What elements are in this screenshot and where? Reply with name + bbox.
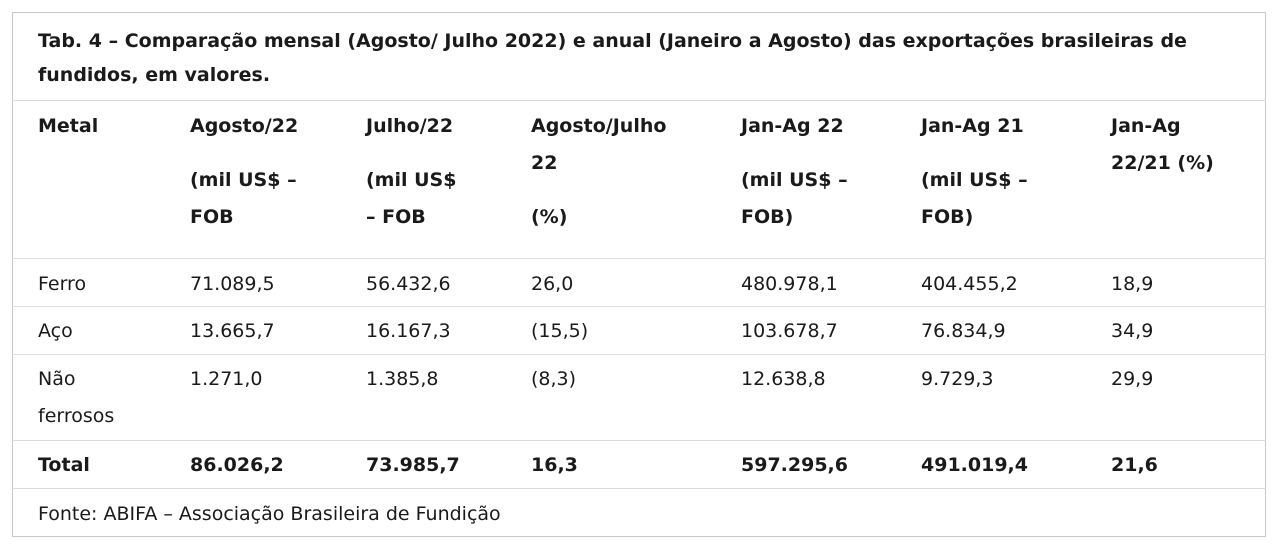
header-cell: (mil US$ – [921,169,1028,191]
header-cell: Agosto/22 [190,115,299,137]
header-cell: FOB [190,206,234,228]
table-cell: 103.678,7 [741,320,838,342]
header-cell: (mil US$ – [190,169,297,191]
header-cell: 22/21 (%) [1111,152,1214,174]
table-cell: (8,3) [531,368,577,390]
table-cell: 73.985,7 [366,454,460,476]
table-cell: 56.432,6 [366,273,451,295]
header-cell: Jan-Ag [1111,115,1181,137]
table-cell: 1.385,8 [366,368,439,390]
table-cell: (15,5) [531,320,589,342]
table-cell: 16.167,3 [366,320,451,342]
header-cell: (mil US$ – [741,169,848,191]
source-note: Fonte: ABIFA – Associação Brasileira de … [38,503,501,525]
rule [12,354,1266,355]
row-label: Não ferrosos [38,368,115,427]
row-label: Ferro [38,273,87,295]
header-cell: – FOB [366,206,426,228]
table-cell: 597.295,6 [741,454,848,476]
table-cell: 12.638,8 [741,368,826,390]
row-label: Aço [38,320,73,342]
header-cell: Julho/22 [366,115,454,137]
table-cell: 21,6 [1111,454,1158,476]
rule [12,258,1266,259]
header-cell: 22 [531,152,558,174]
table-cell: 86.026,2 [190,454,284,476]
table-cell: 71.089,5 [190,273,275,295]
header-cell: Metal [38,115,99,137]
table-border [12,12,1266,537]
table-title: Tab. 4 – Comparação mensal (Agosto/ Julh… [38,30,1187,86]
header-cell: Agosto/Julho [531,115,667,137]
table-cell: 9.729,3 [921,368,994,390]
table-cell: 480.978,1 [741,273,838,295]
table-cell: 404.455,2 [921,273,1018,295]
table-cell: 26,0 [531,273,574,295]
rule [12,306,1266,307]
header-cell: FOB) [921,206,974,228]
row-label: Total [38,454,90,476]
table-cell: 16,3 [531,454,578,476]
table-cell: 18,9 [1111,273,1154,295]
table-cell: 13.665,7 [190,320,275,342]
table-cell: 1.271,0 [190,368,263,390]
table-cell: 76.834,9 [921,320,1006,342]
header-cell: Jan-Ag 21 [921,115,1024,137]
header-cell: FOB) [741,206,794,228]
header-cell: (mil US$ [366,169,457,191]
table-cell: 29,9 [1111,368,1154,390]
table-cell: 491.019,4 [921,454,1028,476]
rule [12,100,1266,101]
rule [12,440,1266,441]
header-cell: Jan-Ag 22 [741,115,844,137]
table-cell: 34,9 [1111,320,1154,342]
header-cell: (%) [531,206,568,228]
rule [12,488,1266,489]
